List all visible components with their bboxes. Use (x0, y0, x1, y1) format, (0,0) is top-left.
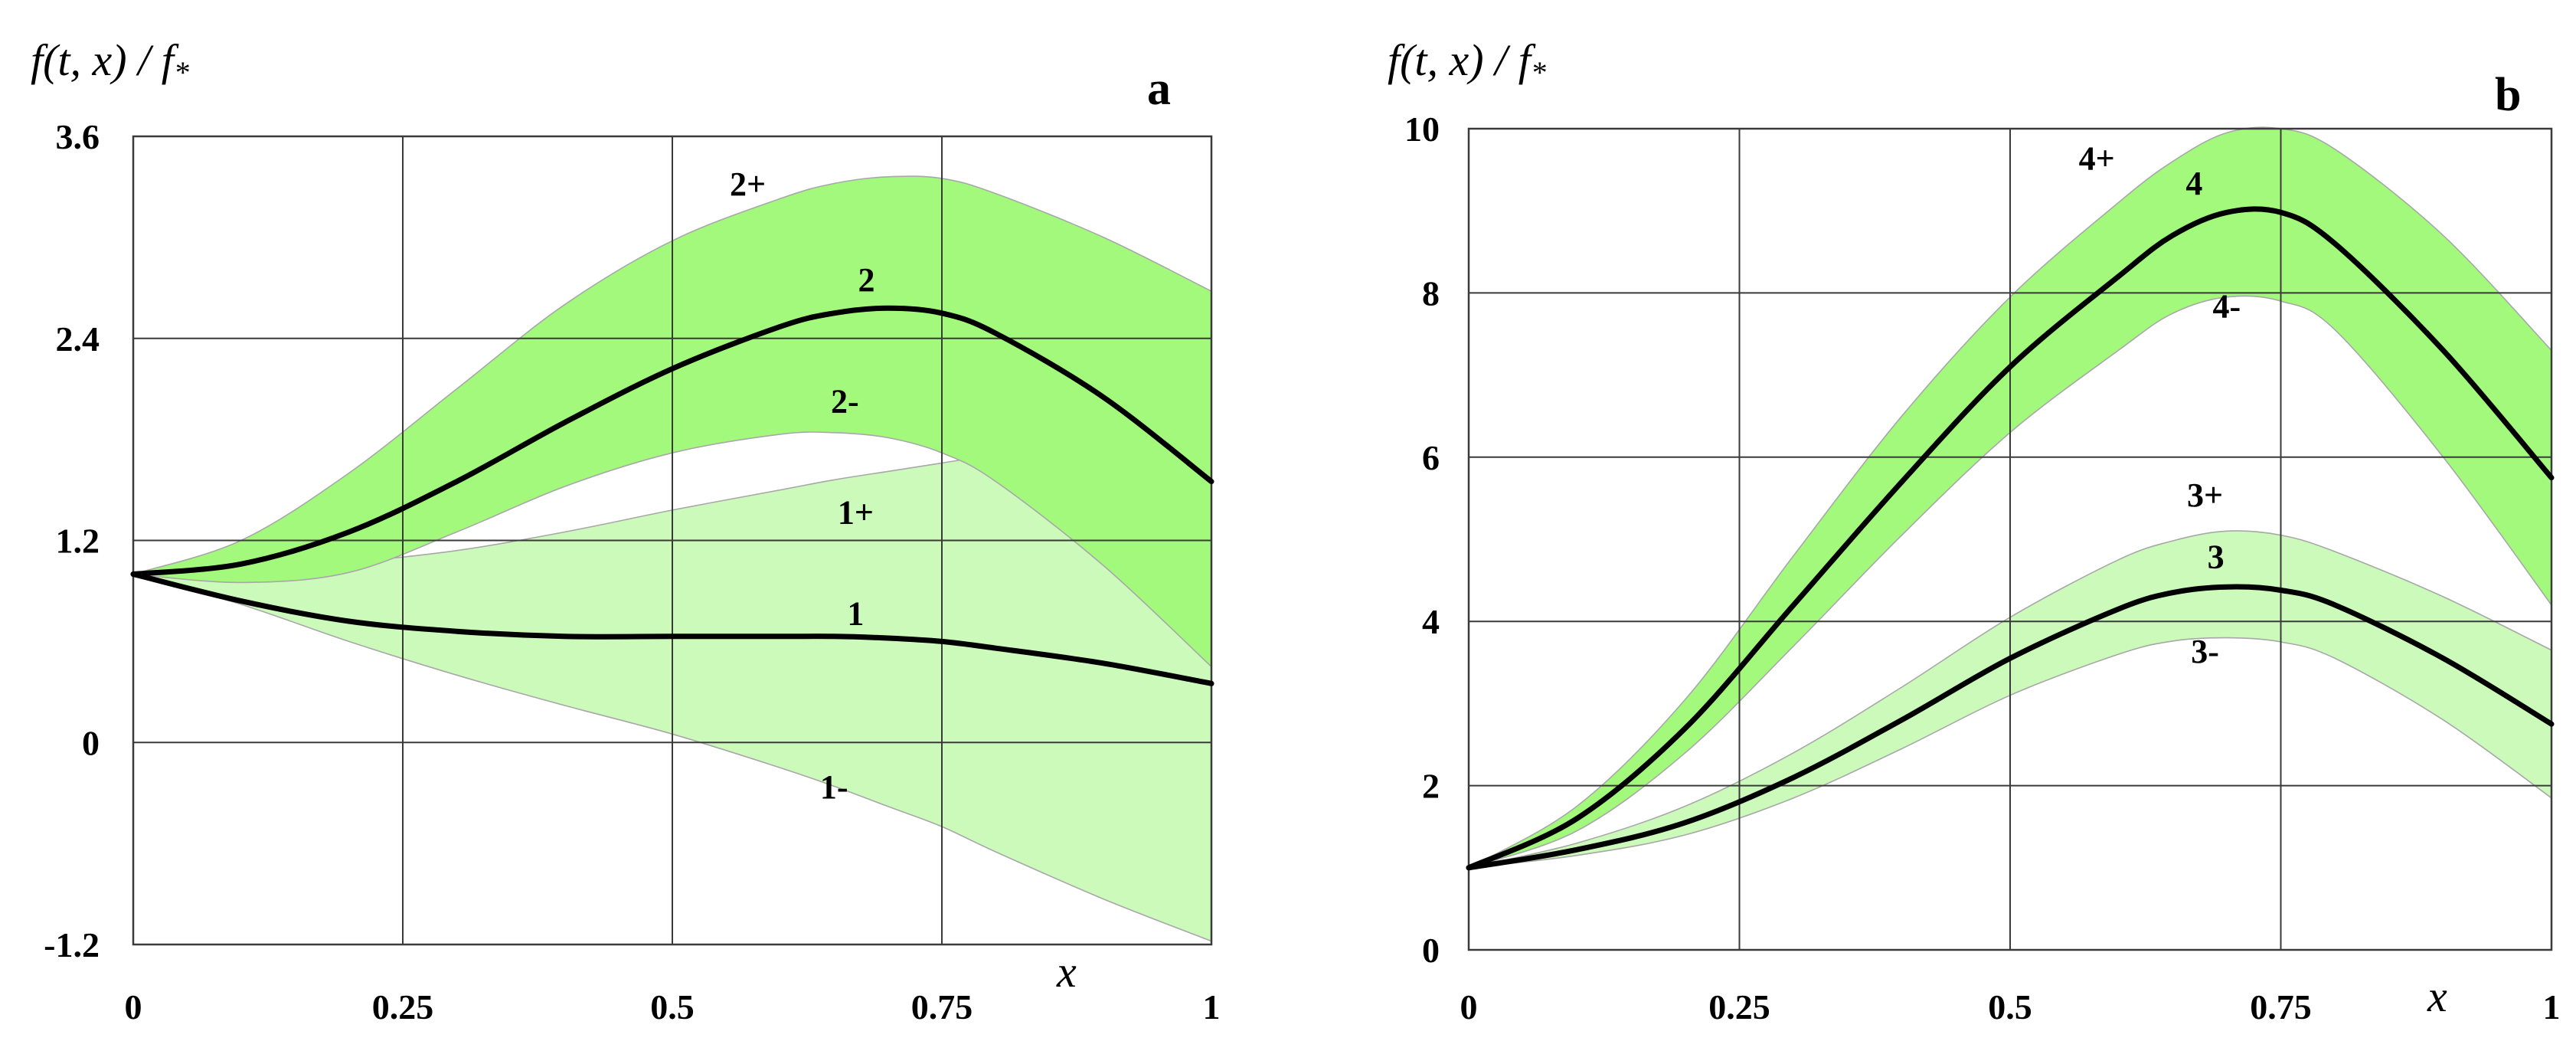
panel-b-x-tick-label: 0 (1460, 987, 1478, 1026)
panel-b-y-tick-label: 4 (1422, 602, 1440, 641)
panel-b-curve-4 (1466, 206, 2555, 871)
panel-a-x-tick-label: 0.25 (372, 987, 434, 1026)
panel-b-y-axis-title: f(t, x) / f* (1388, 35, 1546, 90)
panel-b-curve-3 (1466, 584, 2555, 871)
panel-b-curve-4- (1468, 295, 2552, 869)
panel-a-letter: a (1147, 63, 1171, 115)
panel-a-label-2+: 2+ (730, 165, 766, 203)
panel-a-x-tick-label: 1 (1203, 987, 1221, 1026)
panel-a-y-tick-label: 0 (82, 723, 100, 762)
panel-b-x-tick-label: 0.75 (2250, 987, 2312, 1026)
panel-b-x-tick-label: 1 (2543, 987, 2561, 1026)
panel-a-label-1+: 1+ (838, 494, 874, 532)
panel-b-label-4+: 4+ (2079, 140, 2115, 178)
panel-b-x-axis-title: x (2427, 971, 2447, 1021)
panel-a-y-axis-title: f(t, x) / f* (31, 35, 189, 90)
panel-a-mean-curves (130, 305, 1214, 686)
panel-b-label-4-: 4- (2212, 288, 2241, 326)
panel-a-label-2-: 2- (831, 382, 859, 420)
panel-a-grid (132, 135, 1213, 946)
panel-a-y-tick-label: -1.2 (44, 925, 100, 964)
panel-b-plot-frame (1467, 127, 2553, 951)
panel-b-label-4: 4 (2185, 165, 2202, 202)
panel-b-x-tick-label: 0.25 (1708, 987, 1770, 1026)
panel-a-curve-2 (130, 305, 1214, 577)
panel-a-x-tick-label: 0.5 (650, 987, 695, 1026)
panel-a-tick-labels: 0 0.25 0.5 0.75 1 -1.2 0 1.2 2.4 3.6 (44, 117, 1220, 1026)
panel-b-curve-4+ (1468, 126, 2552, 869)
panel-b-y-tick-label: 8 (1422, 273, 1440, 313)
panel-a-y-tick-label: 1.2 (56, 522, 100, 561)
panel-b-y-tick-label: 2 (1422, 767, 1440, 806)
panel-a-curve-2+ (132, 175, 1212, 575)
panel-b-label-3+: 3+ (2187, 476, 2223, 514)
panel-a-curve-2- (132, 431, 1212, 667)
panel-a-curve-labels: 1 2 2+ 2- 1+ 1- (730, 165, 874, 806)
panel-a-label-2: 2 (858, 261, 874, 299)
panel-b-grid (1467, 127, 2553, 951)
panel-b-mean-curves (1466, 206, 2555, 871)
panel-b-y-tick-label: 0 (1422, 931, 1440, 970)
panel-b-curve-3- (1468, 637, 2552, 869)
panel-b-curve-labels: 3 4 4+ 4- 3+ 3- (2079, 140, 2241, 670)
panel-a-label-1: 1 (847, 594, 864, 632)
panel-b-x-tick-label: 0.5 (1988, 987, 2032, 1026)
panel-a-y-tick-label: 2.4 (56, 319, 100, 358)
panel-a-label-1-: 1- (820, 768, 848, 806)
panel-a-x-axis-title: x (1056, 947, 1077, 997)
panel-a: 0 0.25 0.5 0.75 1 -1.2 0 1.2 2.4 3.6 1 2 2+ 2- 1+ 1- f… (31, 35, 1221, 1026)
panel-a-plot-frame (132, 135, 1213, 946)
panel-a-curve-1 (130, 571, 1214, 686)
panel-a-x-tick-label: 0 (125, 987, 142, 1026)
panel-a-curve-1- (132, 573, 1212, 942)
panel-b-curve-3+ (1468, 530, 2552, 869)
panel-a-x-tick-label: 0.75 (911, 987, 973, 1026)
panel-a-y-tick-label: 3.6 (56, 117, 100, 156)
panel-b-letter: b (2495, 69, 2521, 121)
panel-b-label-3-: 3- (2191, 633, 2219, 670)
panel-b-y-tick-label: 10 (1404, 110, 1440, 149)
panel-b-label-3: 3 (2208, 539, 2225, 576)
panel-b-y-tick-label: 6 (1422, 438, 1440, 477)
